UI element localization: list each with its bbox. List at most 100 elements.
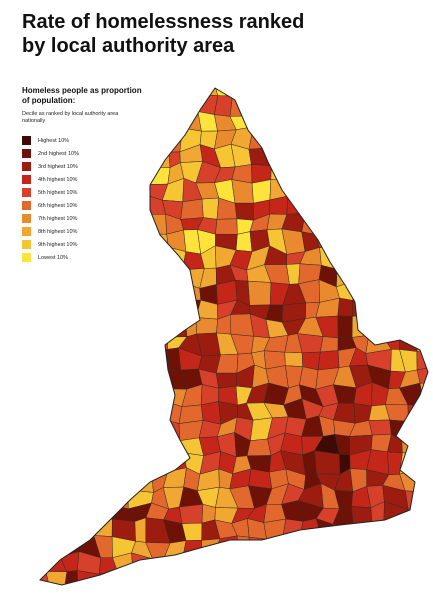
legend-swatch bbox=[22, 201, 31, 210]
area bbox=[43, 485, 63, 510]
area bbox=[44, 400, 64, 421]
area bbox=[179, 504, 204, 524]
area bbox=[400, 536, 420, 559]
area bbox=[77, 369, 98, 389]
legend-item: 5th highest 10% bbox=[22, 186, 79, 199]
area bbox=[282, 554, 307, 578]
area bbox=[288, 162, 304, 182]
area bbox=[146, 246, 170, 272]
area bbox=[369, 554, 389, 577]
area bbox=[400, 593, 425, 609]
area bbox=[94, 331, 120, 352]
area bbox=[128, 435, 151, 459]
area bbox=[419, 382, 428, 407]
area bbox=[59, 385, 83, 402]
area bbox=[97, 383, 117, 407]
area bbox=[366, 100, 391, 117]
area bbox=[268, 143, 290, 166]
area bbox=[265, 131, 290, 149]
legend-swatch bbox=[22, 253, 31, 262]
area bbox=[268, 604, 288, 609]
area bbox=[424, 266, 428, 287]
area bbox=[280, 92, 300, 119]
area bbox=[43, 456, 65, 476]
area bbox=[97, 178, 114, 200]
area bbox=[234, 202, 254, 221]
area bbox=[366, 575, 392, 585]
area bbox=[383, 519, 402, 540]
area bbox=[368, 150, 391, 167]
area bbox=[164, 316, 188, 338]
area bbox=[417, 466, 428, 492]
area bbox=[401, 419, 423, 442]
area bbox=[417, 520, 428, 540]
area bbox=[40, 502, 45, 522]
area bbox=[371, 519, 392, 543]
area bbox=[282, 604, 307, 609]
area bbox=[416, 351, 428, 371]
area bbox=[61, 501, 86, 525]
area bbox=[127, 364, 151, 391]
area bbox=[336, 162, 358, 183]
area bbox=[400, 178, 425, 201]
area bbox=[162, 282, 186, 301]
area bbox=[349, 230, 374, 252]
area bbox=[197, 603, 217, 609]
area bbox=[40, 352, 51, 369]
legend-subheading: Decile as ranked by local authority area… bbox=[22, 111, 119, 124]
area bbox=[93, 347, 120, 370]
area bbox=[146, 388, 170, 403]
area bbox=[59, 468, 84, 493]
area bbox=[40, 419, 51, 438]
area bbox=[354, 586, 367, 609]
area bbox=[77, 178, 101, 200]
area bbox=[179, 603, 203, 609]
area bbox=[94, 315, 120, 336]
legend-item: 3rd highest 10% bbox=[22, 160, 79, 173]
area bbox=[215, 572, 238, 585]
area bbox=[77, 194, 99, 216]
area bbox=[168, 246, 187, 272]
area bbox=[40, 330, 51, 356]
area bbox=[352, 88, 373, 102]
area bbox=[147, 298, 166, 318]
area bbox=[184, 88, 205, 97]
area bbox=[319, 535, 340, 561]
area bbox=[93, 247, 119, 269]
area bbox=[78, 350, 103, 371]
area bbox=[148, 439, 170, 456]
area bbox=[79, 245, 95, 267]
area bbox=[212, 557, 239, 578]
area bbox=[116, 127, 133, 151]
area bbox=[146, 398, 170, 420]
area bbox=[420, 405, 428, 421]
area bbox=[352, 181, 374, 196]
area bbox=[60, 400, 83, 417]
area bbox=[78, 127, 103, 148]
area bbox=[319, 336, 339, 353]
area bbox=[98, 571, 118, 585]
area bbox=[300, 143, 319, 165]
area bbox=[348, 245, 374, 271]
area bbox=[135, 586, 148, 604]
area bbox=[383, 230, 407, 255]
area bbox=[337, 315, 353, 339]
area bbox=[77, 280, 100, 303]
area bbox=[247, 536, 271, 561]
area bbox=[366, 88, 391, 102]
area bbox=[93, 197, 118, 219]
legend-label: 8th highest 10% bbox=[38, 228, 78, 235]
area bbox=[365, 181, 391, 198]
area bbox=[382, 537, 402, 559]
area bbox=[145, 267, 170, 288]
area bbox=[133, 233, 148, 251]
area bbox=[131, 117, 152, 136]
area bbox=[283, 569, 306, 585]
area bbox=[130, 131, 152, 148]
area bbox=[417, 178, 428, 203]
area bbox=[246, 438, 272, 457]
area bbox=[162, 95, 188, 119]
legend-item: Highest 10% bbox=[22, 134, 79, 147]
area bbox=[351, 314, 370, 338]
area bbox=[267, 569, 289, 585]
